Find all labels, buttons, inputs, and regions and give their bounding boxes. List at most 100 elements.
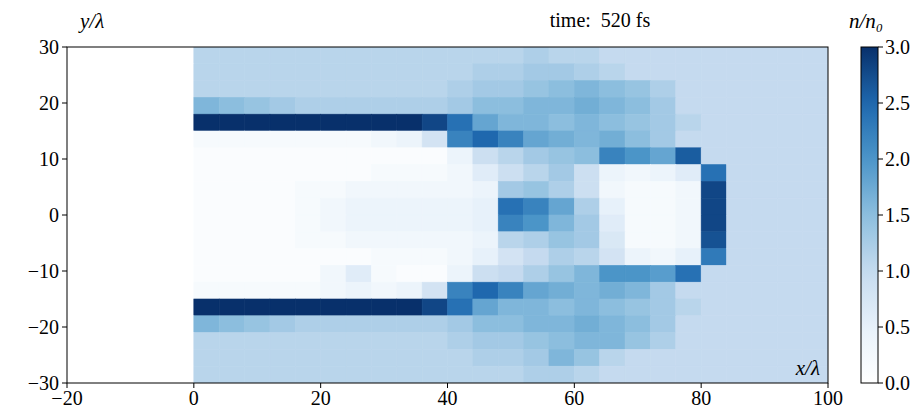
cell bbox=[676, 181, 701, 198]
cell bbox=[371, 181, 396, 198]
cell bbox=[422, 47, 447, 64]
cell bbox=[727, 181, 752, 198]
cell bbox=[422, 282, 447, 299]
cell bbox=[321, 282, 346, 299]
y-tick bbox=[62, 47, 67, 48]
cell bbox=[777, 47, 802, 64]
cell bbox=[701, 114, 726, 131]
colorbar-tick bbox=[878, 47, 883, 48]
cell bbox=[92, 215, 117, 232]
colorbar-tick-label: 1.0 bbox=[885, 260, 910, 282]
cell bbox=[701, 131, 726, 148]
cell bbox=[194, 333, 219, 350]
cell bbox=[448, 97, 473, 114]
colorbar-tick bbox=[878, 159, 883, 160]
cell bbox=[321, 249, 346, 266]
cell bbox=[803, 299, 828, 316]
cell bbox=[219, 316, 244, 333]
cell bbox=[650, 366, 675, 383]
cell bbox=[574, 47, 599, 64]
cell bbox=[448, 64, 473, 81]
cell bbox=[245, 232, 270, 249]
cell bbox=[270, 81, 295, 98]
cell bbox=[346, 131, 371, 148]
cell bbox=[397, 81, 422, 98]
cell bbox=[727, 81, 752, 98]
cell bbox=[194, 131, 219, 148]
cell bbox=[143, 349, 168, 366]
cell bbox=[92, 316, 117, 333]
cell bbox=[752, 81, 777, 98]
cell bbox=[574, 97, 599, 114]
cell bbox=[245, 97, 270, 114]
cell bbox=[600, 81, 625, 98]
cell bbox=[245, 299, 270, 316]
cell bbox=[473, 64, 498, 81]
cell bbox=[245, 265, 270, 282]
cell bbox=[752, 47, 777, 64]
cell bbox=[143, 366, 168, 383]
cell bbox=[321, 47, 346, 64]
cell bbox=[524, 114, 549, 131]
cell bbox=[168, 215, 193, 232]
cell bbox=[524, 47, 549, 64]
cell bbox=[803, 198, 828, 215]
cell bbox=[270, 165, 295, 182]
cell bbox=[752, 282, 777, 299]
cell bbox=[777, 114, 802, 131]
cell bbox=[397, 316, 422, 333]
cell bbox=[600, 265, 625, 282]
cell bbox=[295, 249, 320, 266]
cell bbox=[498, 64, 523, 81]
cell bbox=[295, 148, 320, 165]
cell bbox=[92, 198, 117, 215]
cell bbox=[143, 81, 168, 98]
cell bbox=[549, 333, 574, 350]
cell bbox=[194, 47, 219, 64]
cell bbox=[168, 148, 193, 165]
cell bbox=[727, 299, 752, 316]
cell bbox=[67, 181, 92, 198]
cell bbox=[549, 181, 574, 198]
cell bbox=[498, 97, 523, 114]
cell bbox=[422, 349, 447, 366]
cell bbox=[92, 114, 117, 131]
cell bbox=[574, 249, 599, 266]
cell bbox=[727, 198, 752, 215]
cell bbox=[524, 249, 549, 266]
cell bbox=[422, 333, 447, 350]
cell bbox=[143, 47, 168, 64]
cell bbox=[498, 316, 523, 333]
cell bbox=[803, 81, 828, 98]
cell bbox=[701, 349, 726, 366]
colorbar-tick bbox=[878, 215, 883, 216]
y-tick bbox=[62, 383, 67, 384]
cell bbox=[295, 265, 320, 282]
cell bbox=[245, 148, 270, 165]
cell bbox=[625, 114, 650, 131]
cell bbox=[118, 265, 143, 282]
cell bbox=[777, 165, 802, 182]
cell bbox=[752, 64, 777, 81]
cell bbox=[650, 265, 675, 282]
cell bbox=[752, 349, 777, 366]
cell bbox=[67, 148, 92, 165]
cell bbox=[397, 232, 422, 249]
colorbar-tick bbox=[878, 327, 883, 328]
cell bbox=[600, 299, 625, 316]
cell bbox=[676, 282, 701, 299]
cell bbox=[194, 265, 219, 282]
cell bbox=[422, 64, 447, 81]
cell bbox=[219, 349, 244, 366]
y-axis-label: y/λ bbox=[78, 9, 104, 33]
cell bbox=[295, 114, 320, 131]
x-tick-label: 0 bbox=[189, 387, 199, 409]
cell bbox=[701, 148, 726, 165]
cell bbox=[219, 148, 244, 165]
cell bbox=[625, 165, 650, 182]
cell bbox=[498, 198, 523, 215]
chart: −20020406080100−30−20−100102030y/λtime: … bbox=[0, 0, 911, 412]
cell bbox=[168, 249, 193, 266]
cell bbox=[600, 148, 625, 165]
cell bbox=[448, 349, 473, 366]
